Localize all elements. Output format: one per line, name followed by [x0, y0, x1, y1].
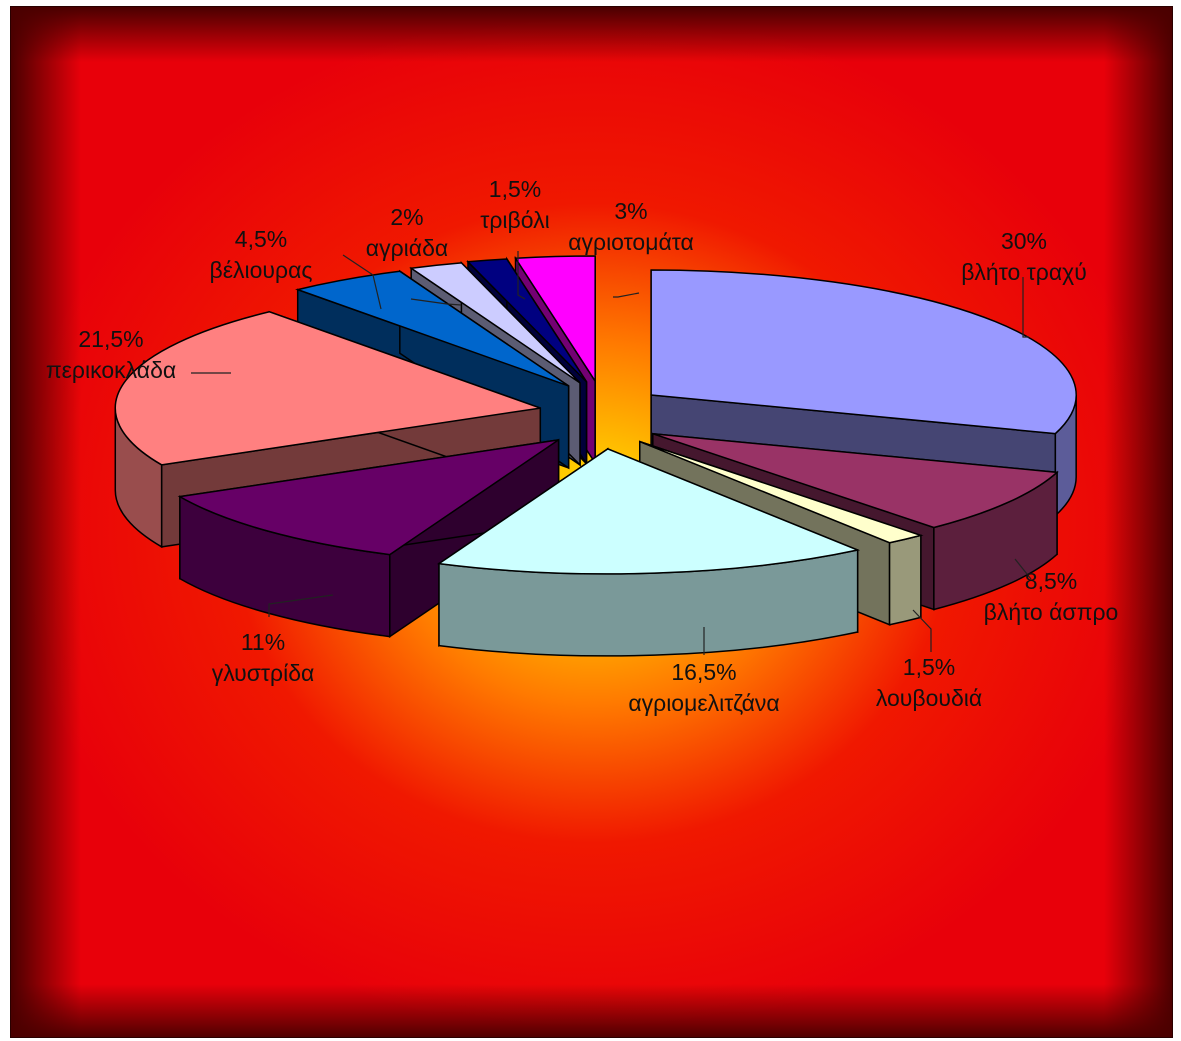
pie-slice	[436, 447, 861, 657]
slice-top-face	[177, 439, 559, 556]
slice-category-label: αγριάδα	[366, 235, 448, 261]
leader-line	[1022, 277, 1029, 338]
slice-value-label: 16,5%	[671, 659, 736, 685]
leader-line	[410, 298, 462, 306]
slice-top-face	[652, 432, 1059, 529]
slice-value-label: 4,5%	[235, 226, 287, 252]
slice-outer-wall	[888, 534, 922, 626]
leader-line	[268, 594, 334, 617]
pie-slice	[177, 438, 560, 638]
slice-category-label: βλήτο άσπρο	[984, 599, 1119, 625]
slice-category-label: λουβουδιά	[876, 685, 982, 711]
slice-category-label: αγριομελιτζάνα	[628, 690, 779, 716]
leader-lines	[191, 251, 1032, 655]
slice-value-label: 2%	[390, 204, 423, 230]
leader-line	[912, 609, 932, 652]
chart-frame: 30% βλήτο τραχύ 8,5% βλήτο άσπρο 1,5% λουβουδ…	[10, 6, 1173, 1038]
slice-category-label: γλυστρίδα	[212, 660, 315, 686]
slice-value-label: 1,5%	[489, 176, 541, 202]
slice-value-label: 11%	[241, 629, 285, 655]
pie-slices	[114, 255, 1077, 657]
slice-category-label: αγριοτομάτα	[568, 229, 694, 255]
slice-value-label: 21,5%	[78, 326, 143, 352]
slice-top-face	[514, 255, 596, 384]
slice-top-face	[409, 262, 581, 384]
slice-top-face	[295, 270, 570, 387]
slice-top-face	[114, 310, 541, 466]
slice-category-label: περικοκλάδα	[46, 357, 176, 383]
pie-chart: 30% βλήτο τραχύ 8,5% βλήτο άσπρο 1,5% λουβουδ…	[11, 7, 1172, 1037]
slice-value-label: 3%	[614, 198, 647, 224]
slice-category-label: βλήτο τραχύ	[961, 259, 1087, 285]
leader-line	[517, 251, 526, 300]
slice-category-label: βέλιουρας	[210, 257, 313, 283]
slice-top-face	[436, 448, 861, 575]
slice-top-face	[650, 269, 1077, 435]
leader-line	[613, 292, 640, 298]
slice-labels: 30% βλήτο τραχύ 8,5% βλήτο άσπρο 1,5% λουβουδ…	[46, 176, 1119, 716]
slice-value-label: 8,5%	[1025, 568, 1077, 594]
slice-top-face	[466, 258, 588, 383]
leader-line	[342, 254, 382, 310]
slice-value-label: 30%	[1001, 228, 1047, 254]
leader-line	[1014, 558, 1032, 580]
slice-category-label: τριβόλι	[480, 207, 549, 233]
slice-value-label: 1,5%	[903, 654, 955, 680]
slice-top-face	[639, 440, 924, 544]
